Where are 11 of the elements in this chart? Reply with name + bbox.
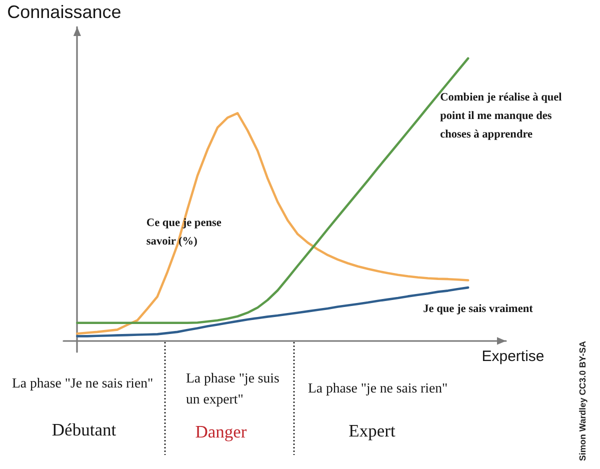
- text: Expert: [348, 420, 396, 440]
- text: La phase "je ne sais rien": [308, 380, 448, 396]
- text: La phase "Je ne sais rien": [12, 376, 154, 390]
- x-axis-title: Expertise: [482, 348, 544, 365]
- text: La phase "je suis un expert": [186, 370, 280, 406]
- text: Débutant: [52, 420, 116, 440]
- y-axis-title: Connaissance: [7, 2, 122, 22]
- text: Simon Wardley CC3.0 BY-SA: [578, 340, 588, 461]
- series-label: Combien je réalise à quel point il me manque des choses à apprendre: [440, 92, 562, 141]
- text: Danger: [195, 422, 247, 442]
- series-label: Je que je sais vraiment: [423, 302, 534, 315]
